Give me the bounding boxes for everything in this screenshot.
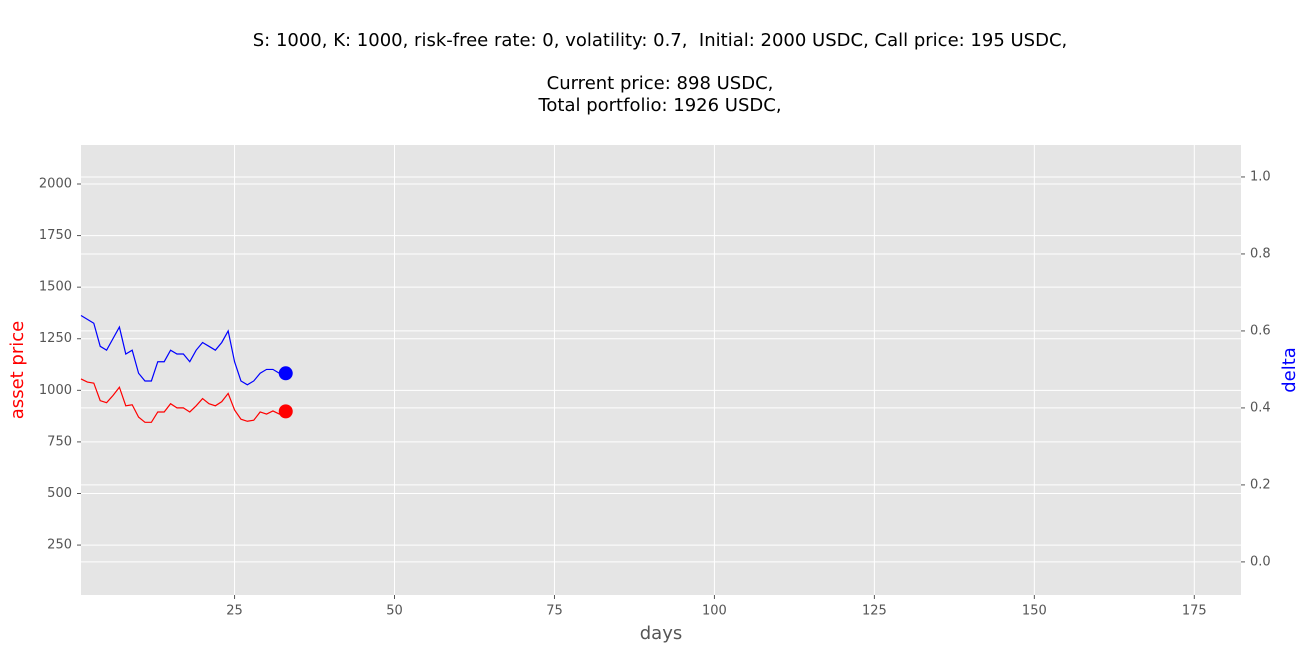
x-tick-label: 100 xyxy=(702,604,727,619)
series-line xyxy=(80,315,286,386)
y-tick-label: 1250 xyxy=(39,331,72,346)
x-tick-label: 150 xyxy=(1022,604,1047,619)
series-line xyxy=(80,378,286,423)
y2-axis-label: delta xyxy=(1279,347,1300,393)
current-point xyxy=(278,366,293,381)
plot-area xyxy=(81,145,1241,595)
y2-tick-label: 0.4 xyxy=(1250,400,1271,415)
y-tick-label: 250 xyxy=(47,538,72,553)
y2-tick-label: 0.8 xyxy=(1250,246,1271,261)
y2-tick-label: 0.6 xyxy=(1250,323,1271,338)
y-tick-label: 750 xyxy=(47,434,72,449)
title-line: Current price: 898 USDC, xyxy=(547,73,774,94)
x-tick-label: 25 xyxy=(226,604,243,619)
current-point xyxy=(278,404,293,419)
y-tick-label: 1500 xyxy=(39,280,72,295)
y2-tick-label: 0.2 xyxy=(1250,477,1271,492)
x-tick-label: 125 xyxy=(862,604,887,619)
y2-tick-label: 1.0 xyxy=(1250,169,1271,184)
y-tick-label: 1000 xyxy=(39,383,72,398)
y-tick-label: 2000 xyxy=(39,176,72,191)
y-tick-label: 500 xyxy=(47,486,72,501)
x-axis-label: days xyxy=(640,623,683,644)
y-tick-label: 1750 xyxy=(39,228,72,243)
x-tick-label: 75 xyxy=(546,604,563,619)
x-tick-label: 50 xyxy=(386,604,403,619)
title-line: Total portfolio: 1926 USDC, xyxy=(537,95,781,116)
title-line: S: 1000, K: 1000, risk-free rate: 0, vol… xyxy=(253,30,1068,51)
y-axis-label: asset price xyxy=(7,321,28,419)
x-tick-label: 175 xyxy=(1182,604,1207,619)
y2-tick-label: 0.0 xyxy=(1250,554,1271,569)
